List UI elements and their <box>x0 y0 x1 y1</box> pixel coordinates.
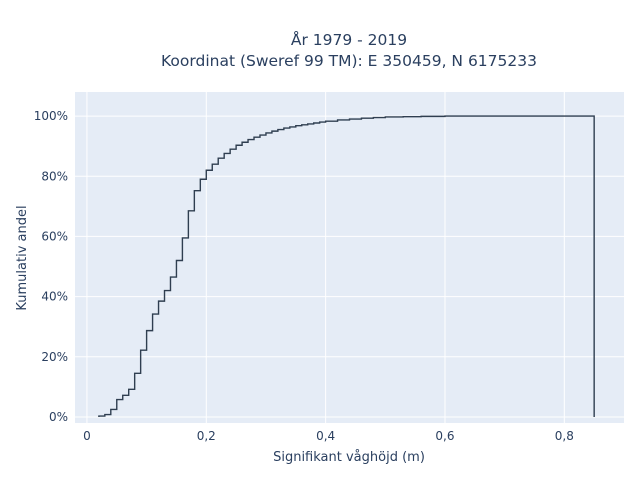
chart-title-line-2: Koordinat (Sweref 99 TM): E 350459, N 61… <box>161 52 537 70</box>
x-tick-label: 0,8 <box>555 429 574 443</box>
y-axis-label: Kumulativ andel <box>15 205 30 310</box>
x-tick-label: 0,4 <box>316 429 335 443</box>
plot-area <box>75 92 624 423</box>
x-tick-label: 0 <box>83 429 91 443</box>
chart-title-line-1: År 1979 - 2019 <box>291 30 407 49</box>
tick-labels: 0 0,2 0,4 0,6 0,8 0% 20% 40% 60% 80% 100% <box>34 109 574 443</box>
x-axis-label: Signifikant våghöjd (m) <box>273 450 425 465</box>
y-tick-label: 40% <box>41 290 68 304</box>
ecdf-series-line <box>98 115 595 417</box>
x-tick-label: 0,2 <box>197 429 216 443</box>
y-tick-label: 20% <box>41 350 68 364</box>
y-tick-label: 0% <box>49 410 68 424</box>
y-tick-label: 60% <box>41 229 68 243</box>
series-layer <box>98 115 595 417</box>
grid-lines <box>75 92 624 423</box>
y-tick-label: 80% <box>41 169 68 183</box>
y-tick-label: 100% <box>34 109 68 123</box>
x-tick-label: 0,6 <box>435 429 454 443</box>
